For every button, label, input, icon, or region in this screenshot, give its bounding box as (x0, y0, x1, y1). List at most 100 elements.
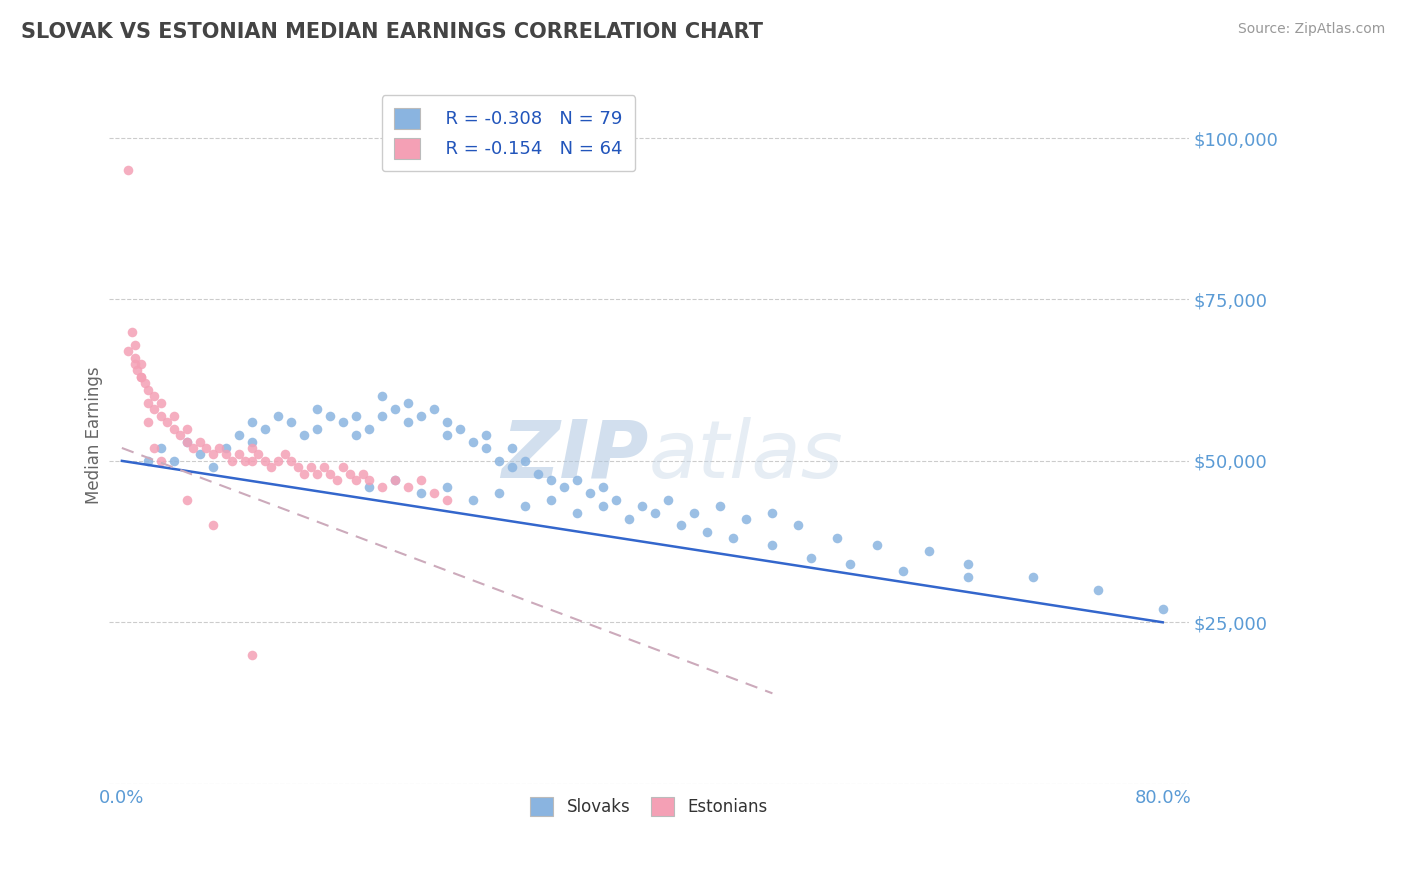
Point (956, 558, 979, 572)
Point (384, 473, 406, 487)
Point (176, 434, 198, 449)
Point (619, 512, 641, 526)
Point (188, 434, 211, 449)
Point (131, 370, 153, 384)
Point (287, 460, 309, 475)
Point (396, 480, 419, 494)
Point (117, 344, 139, 359)
Point (540, 473, 562, 487)
Point (201, 518, 224, 533)
Point (553, 480, 575, 494)
Point (127, 363, 149, 377)
Y-axis label: Median Earnings: Median Earnings (86, 367, 103, 504)
Point (247, 447, 270, 461)
Point (201, 447, 224, 461)
Point (240, 415, 263, 429)
Point (319, 467, 342, 481)
Point (436, 492, 458, 507)
Point (228, 428, 250, 442)
Point (124, 337, 146, 351)
Point (299, 460, 322, 475)
Point (240, 441, 263, 455)
Point (723, 532, 745, 546)
Point (411, 409, 433, 423)
Point (183, 441, 205, 455)
Point (411, 473, 433, 487)
Point (169, 428, 191, 442)
Point (344, 409, 367, 423)
Point (865, 538, 887, 552)
Point (134, 376, 156, 391)
Point (787, 518, 810, 533)
Point (488, 454, 510, 468)
Point (501, 441, 523, 455)
Point (352, 467, 374, 481)
Point (735, 512, 758, 526)
Point (149, 441, 172, 455)
Point (136, 454, 159, 468)
Point (1152, 602, 1174, 616)
Point (359, 421, 381, 435)
Point (325, 473, 347, 487)
Point (143, 402, 166, 417)
Point (761, 506, 783, 520)
Point (228, 447, 250, 461)
Point (215, 441, 238, 455)
Point (579, 486, 602, 500)
Point (292, 467, 315, 481)
Point (411, 486, 433, 500)
Point (121, 325, 143, 339)
Point (267, 454, 290, 468)
Point (423, 402, 446, 417)
Point (240, 434, 263, 449)
Point (332, 415, 354, 429)
Point (273, 447, 295, 461)
Point (344, 473, 367, 487)
Point (124, 351, 146, 365)
Point (683, 506, 706, 520)
Point (260, 460, 283, 475)
Point (839, 558, 862, 572)
Legend: Slovaks, Estonians: Slovaks, Estonians (522, 789, 776, 824)
Point (208, 441, 231, 455)
Point (384, 473, 406, 487)
Point (143, 441, 166, 455)
Point (423, 486, 446, 500)
Point (267, 409, 290, 423)
Point (131, 370, 153, 384)
Point (319, 409, 342, 423)
Point (800, 550, 823, 565)
Point (359, 473, 381, 487)
Point (644, 506, 666, 520)
Point (396, 415, 419, 429)
Point (332, 460, 354, 475)
Point (696, 524, 718, 539)
Point (371, 389, 394, 403)
Point (436, 428, 458, 442)
Point (657, 492, 679, 507)
Point (709, 499, 731, 513)
Point (605, 492, 627, 507)
Point (436, 480, 458, 494)
Point (449, 421, 471, 435)
Point (149, 454, 172, 468)
Point (436, 415, 458, 429)
Point (527, 467, 550, 481)
Point (163, 421, 186, 435)
Point (305, 421, 328, 435)
Point (488, 486, 510, 500)
Point (235, 454, 257, 468)
Point (195, 441, 218, 455)
Point (176, 421, 198, 435)
Point (253, 421, 276, 435)
Point (463, 434, 485, 449)
Point (280, 454, 302, 468)
Text: Source: ZipAtlas.com: Source: ZipAtlas.com (1237, 22, 1385, 37)
Point (1087, 582, 1109, 597)
Point (396, 396, 419, 410)
Point (384, 402, 406, 417)
Point (371, 409, 394, 423)
Point (827, 532, 849, 546)
Point (671, 518, 693, 533)
Point (515, 499, 537, 513)
